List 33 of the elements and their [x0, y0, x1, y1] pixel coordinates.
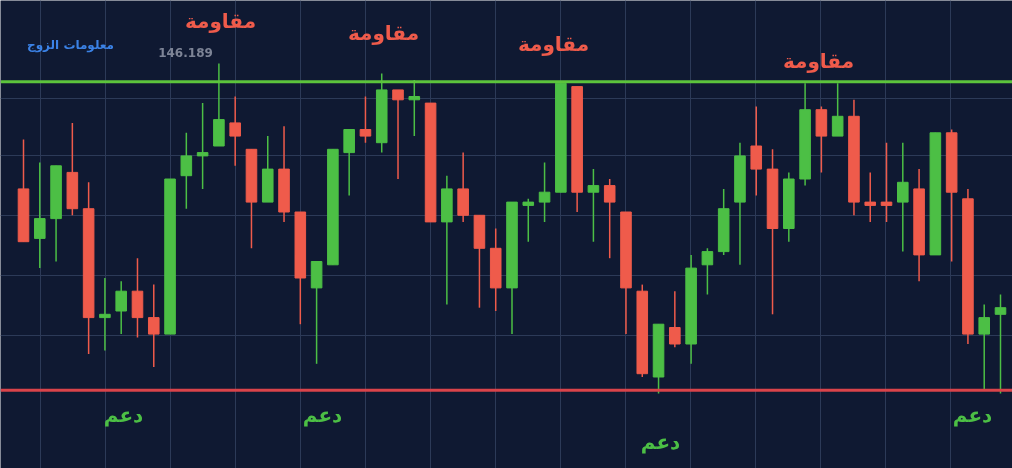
candlestick	[603, 178, 616, 259]
candlestick	[229, 95, 241, 167]
candlestick	[864, 171, 877, 223]
candlestick	[750, 105, 763, 197]
candlestick	[994, 293, 1007, 395]
candlestick	[831, 82, 844, 137]
candlestick	[701, 247, 714, 296]
candlestick	[180, 132, 193, 210]
text: 146.189	[158, 46, 213, 60]
candlestick	[147, 283, 160, 368]
text: مقاومة	[517, 31, 590, 56]
candlestick	[538, 161, 551, 223]
candlestick	[880, 141, 893, 223]
text: دعم	[302, 402, 343, 427]
candlestick	[359, 95, 372, 144]
text: مقاومة	[347, 20, 420, 45]
candlestick	[587, 168, 600, 243]
text: دعم	[640, 429, 681, 454]
text: دعم	[952, 402, 993, 427]
candlestick	[99, 277, 111, 352]
candlestick	[343, 128, 355, 197]
candlestick	[115, 280, 127, 335]
text: دعم	[103, 402, 144, 427]
text: مقاومة	[184, 8, 257, 33]
candlestick	[669, 290, 681, 349]
candlestick	[897, 141, 909, 253]
candlestick	[522, 198, 535, 243]
candlestick	[196, 102, 209, 190]
candlestick	[392, 89, 404, 180]
candlestick	[33, 161, 46, 269]
candlestick	[978, 303, 991, 391]
annotation: مقاومة	[782, 48, 855, 73]
text: معلومات الزوج	[27, 37, 115, 53]
